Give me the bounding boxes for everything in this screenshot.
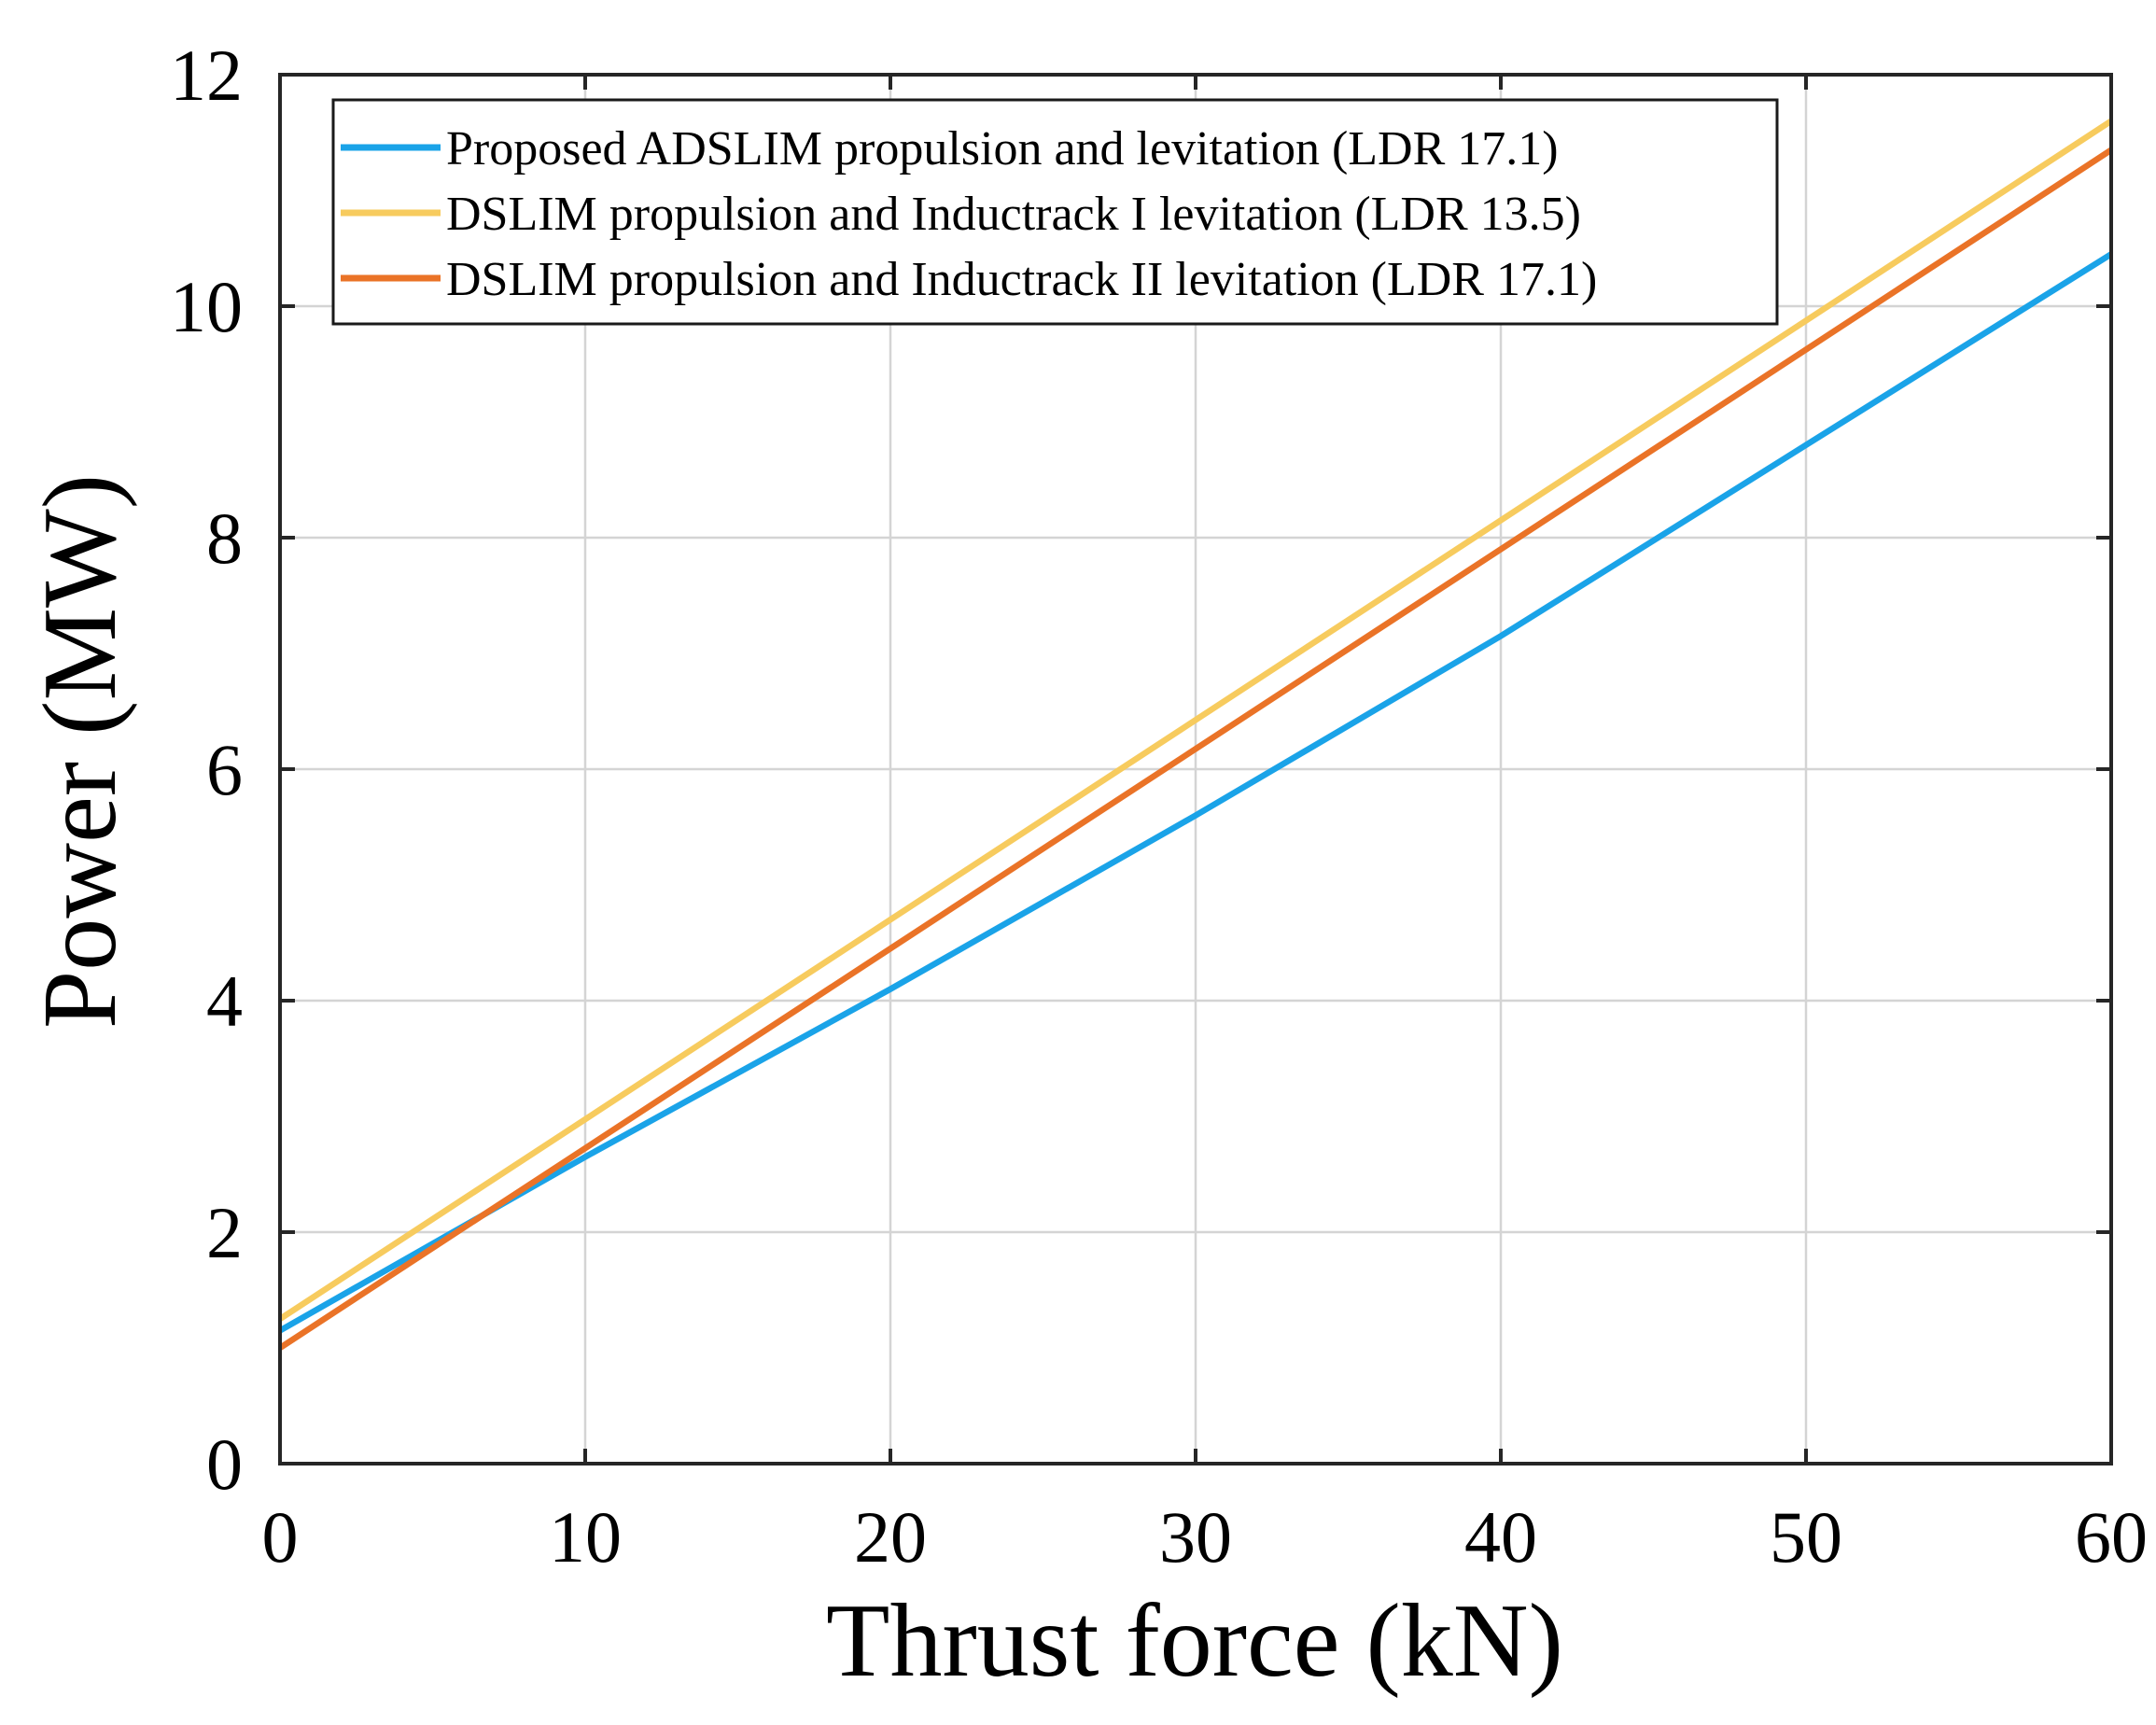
y-tick-label: 4 xyxy=(206,961,243,1042)
series-line-3 xyxy=(278,147,2113,1351)
axis-ticks xyxy=(278,73,2113,1466)
y-axis-title: Power (MW) xyxy=(22,474,138,1029)
x-tick-label: 10 xyxy=(549,1496,622,1578)
x-tick-label: 30 xyxy=(1159,1496,1232,1578)
series-line-1 xyxy=(278,251,2113,1334)
x-tick-label: 40 xyxy=(1464,1496,1537,1578)
x-tick-label: 50 xyxy=(1770,1496,1842,1578)
y-tick-label: 12 xyxy=(170,35,243,116)
x-tick-label: 60 xyxy=(2075,1496,2148,1578)
legend-label-1: Proposed ADSLIM propulsion and levitatio… xyxy=(446,122,1559,175)
x-tick-label: 0 xyxy=(262,1496,299,1578)
y-tick-label: 0 xyxy=(206,1423,243,1505)
plot-lines xyxy=(278,118,2113,1351)
y-tick-label: 6 xyxy=(206,729,243,810)
x-tick-label: 20 xyxy=(854,1496,927,1578)
tick-labels: 0 10 20 30 40 50 60 0 2 4 6 8 10 12 xyxy=(170,35,2148,1578)
y-tick-label: 2 xyxy=(206,1192,243,1273)
series-line-2 xyxy=(278,118,2113,1322)
x-axis-title: Thrust force (kN) xyxy=(826,1583,1563,1699)
y-tick-label: 8 xyxy=(206,498,243,579)
legend-box xyxy=(331,98,1779,326)
y-tick-label: 10 xyxy=(170,266,243,347)
legend-label-3: DSLIM propulsion and Inductrack II levit… xyxy=(446,253,1597,306)
legend-label-2: DSLIM propulsion and Inductrack I levita… xyxy=(446,188,1581,241)
legend: Proposed ADSLIM propulsion and levitatio… xyxy=(331,98,1779,326)
